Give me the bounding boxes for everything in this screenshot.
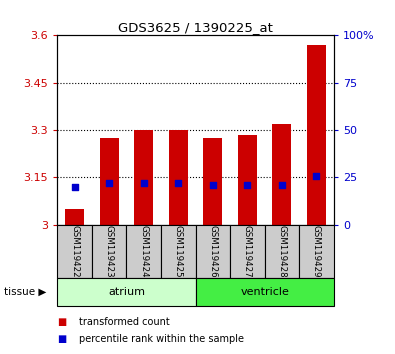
Point (141, 180, 147, 186)
Bar (273, 124, 292, 225)
Point (71, 184, 78, 190)
Bar (203, 138, 222, 225)
Point (106, 180, 112, 186)
Text: GSM119429: GSM119429 (312, 225, 321, 278)
Text: ■: ■ (57, 317, 66, 327)
Bar (100, 138, 118, 225)
Text: ventricle: ventricle (240, 287, 289, 297)
Bar (169, 130, 188, 225)
Bar (307, 45, 326, 225)
Text: GSM119422: GSM119422 (70, 225, 79, 278)
Point (279, 182, 285, 188)
Text: GSM119426: GSM119426 (208, 225, 217, 278)
Text: GSM119424: GSM119424 (139, 225, 148, 278)
Text: transformed count: transformed count (79, 317, 170, 327)
Bar (134, 130, 153, 225)
Point (175, 180, 181, 186)
Text: ■: ■ (57, 334, 66, 344)
Text: tissue ▶: tissue ▶ (4, 287, 46, 297)
Bar (265, 225, 299, 278)
Bar (65, 209, 84, 225)
Text: GSM119425: GSM119425 (174, 225, 183, 278)
Text: GSM119423: GSM119423 (105, 225, 114, 278)
Text: GSM119428: GSM119428 (277, 225, 286, 278)
Text: atrium: atrium (108, 287, 145, 297)
Bar (57, 278, 196, 306)
Title: GDS3625 / 1390225_at: GDS3625 / 1390225_at (118, 21, 273, 34)
Bar (299, 225, 334, 278)
Bar (126, 225, 161, 278)
Bar (238, 135, 257, 225)
Bar (196, 225, 230, 278)
Bar (196, 278, 334, 306)
Text: percentile rank within the sample: percentile rank within the sample (79, 334, 244, 344)
Point (210, 182, 216, 188)
Bar (230, 225, 265, 278)
Point (244, 182, 250, 188)
Bar (92, 225, 126, 278)
Text: GSM119427: GSM119427 (243, 225, 252, 278)
Bar (161, 225, 196, 278)
Bar (57, 225, 92, 278)
Point (313, 173, 320, 178)
